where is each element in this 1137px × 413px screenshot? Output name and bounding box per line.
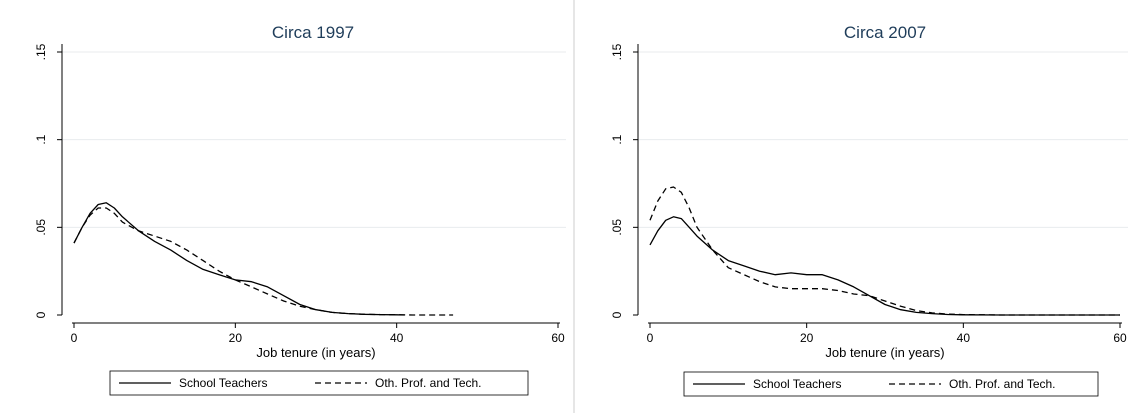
chart-panel-2007: Circa 2007 0 .05 .1 .15 0 20 40 60 Job tenure (in…	[576, 0, 1137, 413]
x-tick-label: 60	[1113, 331, 1127, 345]
legend-label: Oth. Prof. and Tech.	[375, 376, 482, 390]
y-tick-label: .1	[34, 134, 48, 144]
panel-divider	[573, 0, 575, 413]
x-tick-label: 20	[229, 331, 243, 345]
y-tick-label: 0	[34, 311, 48, 318]
chart-panel-1997: Circa 1997 0 .05 .1 .15 0 20 40 60 Job tenure (in…	[34, 23, 566, 396]
x-axis-label: Job tenure (in years)	[825, 345, 944, 360]
legend-label: School Teachers	[179, 376, 268, 390]
x-tick-label: 60	[551, 331, 565, 345]
y-tick-label: .1	[610, 134, 624, 144]
x-axis-label: Job tenure (in years)	[256, 345, 375, 360]
chart-title: Circa 1997	[272, 23, 354, 42]
series-line-oth-prof-tech	[649, 186, 1120, 316]
chart-1997: Circa 1997 0 .05 .1 .15 0 20 40 60 Job tenure (in…	[34, 23, 566, 396]
series-line-oth-prof-tech	[73, 207, 454, 316]
legend-label: Oth. Prof. and Tech.	[949, 377, 1056, 391]
y-tick-label: .15	[610, 43, 624, 60]
chart-title: Circa 2007	[844, 23, 926, 42]
x-tick-label: 40	[957, 331, 971, 345]
y-tick-label: .05	[610, 219, 624, 236]
y-tick-label: .05	[34, 219, 48, 236]
x-tick-label: 20	[800, 331, 814, 345]
y-tick-label: 0	[610, 311, 624, 318]
series-line-school-teachers	[649, 216, 1120, 316]
series-line-school-teachers	[73, 202, 405, 316]
y-tick-label: .15	[34, 43, 48, 60]
chart-2007: Circa 2007 0 .05 .1 .15 0 20 40 60 Job tenure (in…	[610, 23, 1128, 397]
legend-label: School Teachers	[753, 377, 842, 391]
x-tick-label: 0	[647, 331, 654, 345]
x-tick-label: 40	[390, 331, 404, 345]
x-tick-label: 0	[71, 331, 78, 345]
